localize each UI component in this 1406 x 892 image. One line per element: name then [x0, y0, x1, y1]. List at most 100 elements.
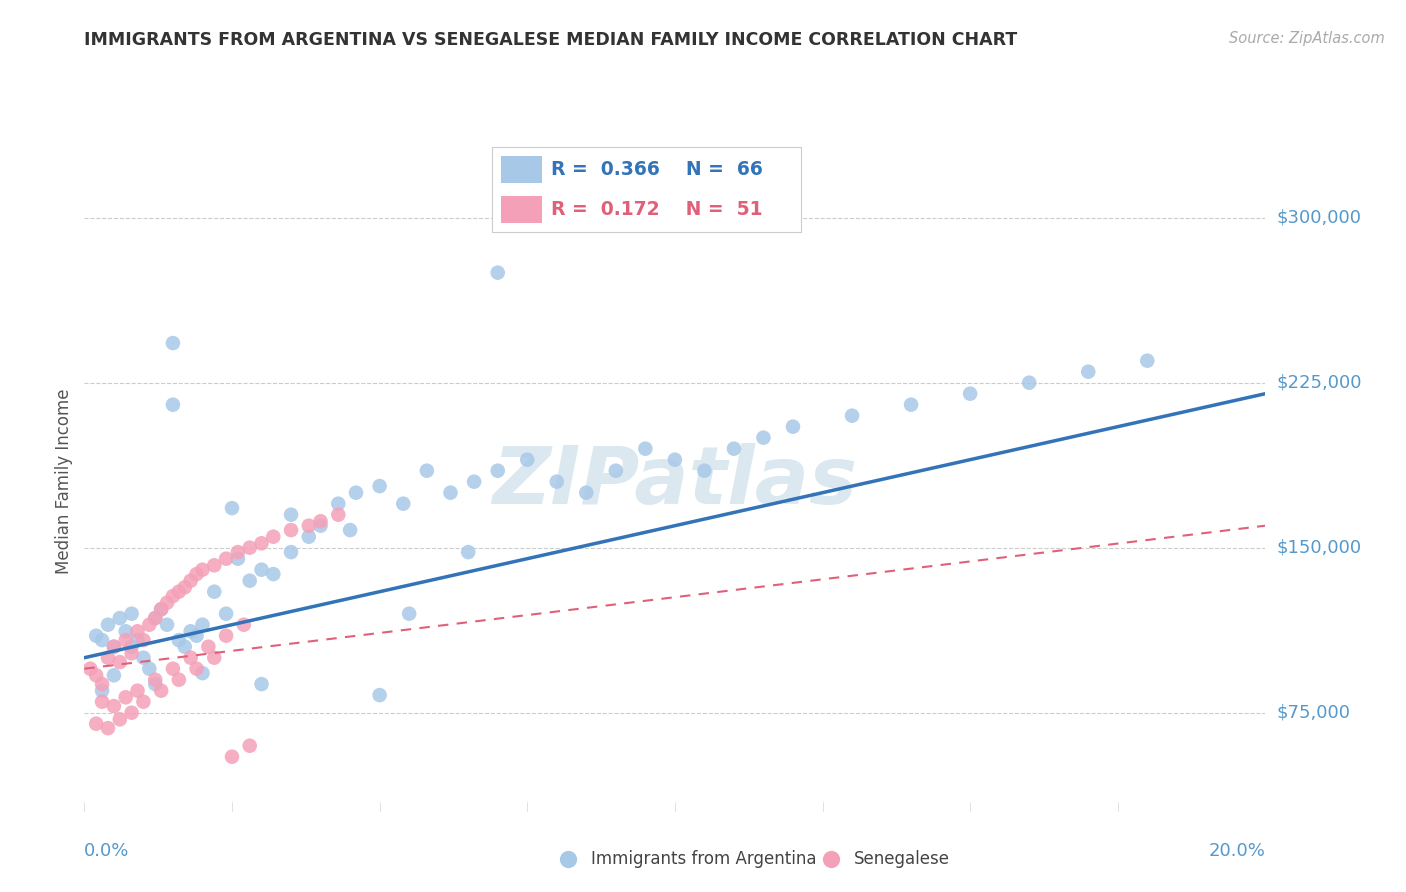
Point [280, 508, 302, 522]
Point [132, 695, 155, 709]
Point [173, 580, 195, 594]
Point [191, 563, 214, 577]
Point [121, 607, 143, 621]
Point [108, 611, 131, 625]
Point [150, 602, 173, 616]
Point [262, 567, 284, 582]
Point [250, 563, 273, 577]
Point [156, 617, 179, 632]
Point [328, 497, 350, 511]
Text: $150,000: $150,000 [1277, 539, 1361, 557]
Point [841, 409, 863, 423]
Point [298, 530, 321, 544]
Point [97, 617, 120, 632]
Point [114, 633, 136, 648]
Point [91, 677, 114, 691]
Point [439, 485, 461, 500]
Point [280, 523, 302, 537]
Y-axis label: Median Family Income: Median Family Income [55, 389, 73, 574]
Point [79, 662, 101, 676]
Point [546, 475, 568, 489]
Point [108, 655, 131, 669]
Point [262, 530, 284, 544]
Point [463, 475, 485, 489]
Point [239, 541, 262, 555]
Point [173, 640, 195, 654]
Point [114, 624, 136, 639]
Point [91, 633, 114, 648]
Point [309, 518, 332, 533]
Point [309, 514, 332, 528]
Text: ZIPatlas: ZIPatlas [492, 442, 858, 521]
Point [226, 545, 249, 559]
Point [368, 688, 391, 702]
Point [1018, 376, 1040, 390]
Point [215, 551, 238, 566]
Point [186, 662, 208, 676]
Point [339, 523, 361, 537]
Text: $75,000: $75,000 [1277, 704, 1351, 722]
Point [782, 419, 804, 434]
Point [162, 589, 184, 603]
Point [180, 650, 202, 665]
Point [127, 633, 149, 648]
Text: Source: ZipAtlas.com: Source: ZipAtlas.com [1229, 31, 1385, 46]
Point [186, 629, 208, 643]
Point [221, 501, 243, 516]
FancyBboxPatch shape [492, 147, 801, 232]
Text: Senegalese: Senegalese [855, 849, 950, 868]
Point [143, 673, 166, 687]
Point [127, 683, 149, 698]
Point [91, 695, 114, 709]
Point [167, 584, 190, 599]
Point [121, 640, 143, 654]
Point [1077, 365, 1099, 379]
Point [575, 485, 598, 500]
Point [457, 545, 479, 559]
Point [162, 662, 184, 676]
Point [239, 574, 262, 588]
Point [143, 677, 166, 691]
Point [664, 452, 686, 467]
Point [1136, 353, 1159, 368]
Point [226, 551, 249, 566]
Point [557, 851, 579, 865]
FancyBboxPatch shape [502, 196, 541, 223]
Point [486, 464, 509, 478]
Point [180, 574, 202, 588]
Point [167, 673, 190, 687]
Point [108, 712, 131, 726]
Point [215, 607, 238, 621]
Point [368, 479, 391, 493]
Point [191, 666, 214, 681]
Point [127, 624, 149, 639]
Point [138, 662, 160, 676]
Point [197, 640, 219, 654]
Point [900, 398, 922, 412]
Text: 20.0%: 20.0% [1209, 842, 1265, 860]
Text: $225,000: $225,000 [1277, 374, 1362, 392]
Text: IMMIGRANTS FROM ARGENTINA VS SENEGALESE MEDIAN FAMILY INCOME CORRELATION CHART: IMMIGRANTS FROM ARGENTINA VS SENEGALESE … [84, 31, 1018, 49]
Point [103, 640, 125, 654]
Point [162, 336, 184, 351]
Point [138, 617, 160, 632]
Point [752, 431, 775, 445]
Point [202, 558, 225, 573]
Point [232, 617, 254, 632]
Point [416, 464, 439, 478]
Point [97, 721, 120, 735]
Point [143, 611, 166, 625]
Point [132, 633, 155, 648]
Point [486, 266, 509, 280]
Point [344, 485, 367, 500]
Text: R =  0.366    N =  66: R = 0.366 N = 66 [551, 160, 762, 178]
Point [280, 545, 302, 559]
Point [150, 602, 173, 616]
Point [84, 716, 107, 731]
Point [605, 464, 627, 478]
Point [103, 640, 125, 654]
Point [180, 624, 202, 639]
Point [97, 650, 120, 665]
Point [239, 739, 262, 753]
Point [398, 607, 420, 621]
